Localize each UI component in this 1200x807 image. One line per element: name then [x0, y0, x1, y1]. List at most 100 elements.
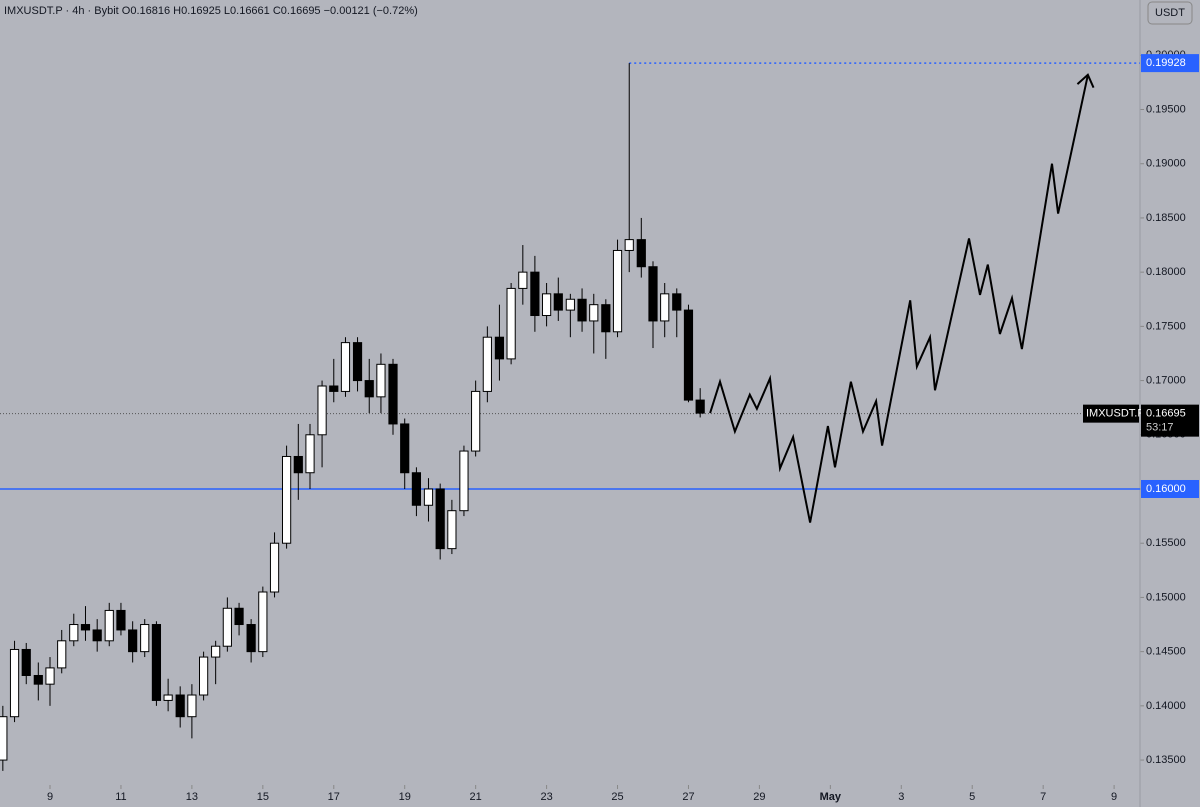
candle-body: [128, 629, 138, 653]
candle-body: [187, 694, 197, 718]
last-price-label: 0.16695: [1146, 408, 1186, 420]
currency-label[interactable]: USDT: [1155, 7, 1185, 19]
candle-body: [636, 239, 646, 268]
candle-body: [376, 363, 386, 398]
candle-body: [423, 488, 434, 506]
projection-arrowhead: [1076, 73, 1095, 89]
price-badge: [1141, 404, 1199, 437]
candle-body: [234, 607, 244, 626]
x-tick-label: 9: [47, 791, 53, 803]
candle-body: [57, 640, 67, 669]
candle-body: [199, 656, 209, 696]
candle-body: [21, 648, 31, 676]
candle-body: [329, 385, 339, 392]
level-badge: [1141, 479, 1199, 498]
y-tick-label: 0.15000: [1146, 591, 1186, 603]
candle-body: [400, 423, 410, 474]
candle-body: [589, 304, 599, 322]
candle-body: [45, 667, 55, 685]
candle-body: [530, 271, 540, 317]
candle-body: [151, 624, 162, 701]
x-tick-label: 13: [186, 791, 198, 803]
candle-body: [258, 591, 268, 653]
x-tick-label: 7: [1040, 791, 1046, 803]
candle-body: [624, 239, 634, 251]
candle-body: [116, 609, 126, 631]
y-tick-label: 0.19000: [1146, 158, 1186, 170]
y-tick-label: 0.14000: [1146, 700, 1186, 712]
x-tick-label: 21: [470, 791, 482, 803]
x-tick-label: May: [820, 791, 842, 803]
candle-body: [80, 624, 91, 631]
candle-body: [506, 287, 516, 360]
countdown-label: 53:17: [1146, 422, 1174, 434]
candle-body: [222, 607, 232, 647]
candle-body: [305, 434, 315, 474]
candle-body: [293, 455, 303, 474]
y-tick-label: 0.13500: [1146, 754, 1186, 766]
candle-body: [140, 624, 150, 653]
x-tick-label: 3: [898, 791, 904, 803]
x-tick-label: 29: [753, 791, 765, 803]
candle-body: [459, 450, 469, 512]
candle-body: [553, 293, 563, 311]
candle-body: [577, 298, 587, 322]
candle-body: [352, 342, 363, 382]
y-tick-label: 0.17500: [1146, 320, 1186, 332]
currency-button[interactable]: [1147, 1, 1193, 25]
x-tick-label: 25: [611, 791, 623, 803]
candle-body: [163, 694, 173, 701]
x-tick-label: 9: [1111, 791, 1117, 803]
x-tick-label: 23: [540, 791, 552, 803]
level-badge: [1141, 54, 1199, 73]
candle-body: [601, 304, 611, 333]
x-tick-label: 17: [328, 791, 340, 803]
level-label: 0.16000: [1146, 483, 1186, 495]
candle-body: [565, 298, 575, 311]
x-tick-label: 15: [257, 791, 269, 803]
chart-title: IMXUSDT.P · 4h · Bybit O0.16816 H0.16925…: [4, 5, 418, 17]
candle-body: [660, 293, 670, 322]
candle-body: [672, 293, 682, 311]
candle-body: [211, 645, 221, 658]
candle-body: [683, 309, 694, 401]
candle-body: [435, 488, 445, 550]
candle-body: [447, 510, 457, 550]
candle-body: [269, 542, 280, 593]
x-tick-label: 27: [682, 791, 694, 803]
candle-body: [246, 624, 256, 653]
candle-body: [482, 336, 492, 392]
candle-body: [541, 293, 552, 317]
y-tick-label: 0.14500: [1146, 646, 1186, 658]
candle-body: [92, 629, 102, 642]
candle-body: [340, 342, 351, 392]
candle-body: [104, 609, 114, 642]
candle-body: [281, 455, 292, 544]
candle-body: [388, 363, 398, 425]
candle-body: [411, 472, 422, 506]
projection-line: [709, 74, 1089, 523]
x-tick-label: 19: [399, 791, 411, 803]
y-tick-label: 0.18500: [1146, 212, 1186, 224]
candle-body: [518, 271, 528, 289]
candle-body: [317, 385, 327, 436]
candle-body: [175, 694, 185, 718]
level-label: 0.19928: [1146, 57, 1186, 69]
x-tick-label: 11: [115, 791, 126, 803]
y-tick-label: 0.17000: [1146, 374, 1186, 386]
y-tick-label: 0.18000: [1146, 266, 1186, 278]
symbol-badge: [1083, 404, 1139, 423]
candle-body: [471, 390, 481, 452]
candle-body: [9, 648, 20, 718]
candle-body: [0, 716, 8, 761]
candle-body: [494, 336, 505, 360]
y-tick-label: 0.19500: [1146, 103, 1186, 115]
candle-body: [695, 399, 705, 414]
candle-body: [612, 249, 623, 333]
candle-body: [648, 266, 658, 322]
y-tick-label: 0.15500: [1146, 537, 1186, 549]
symbol-label: IMXUSDT.P: [1086, 408, 1145, 420]
